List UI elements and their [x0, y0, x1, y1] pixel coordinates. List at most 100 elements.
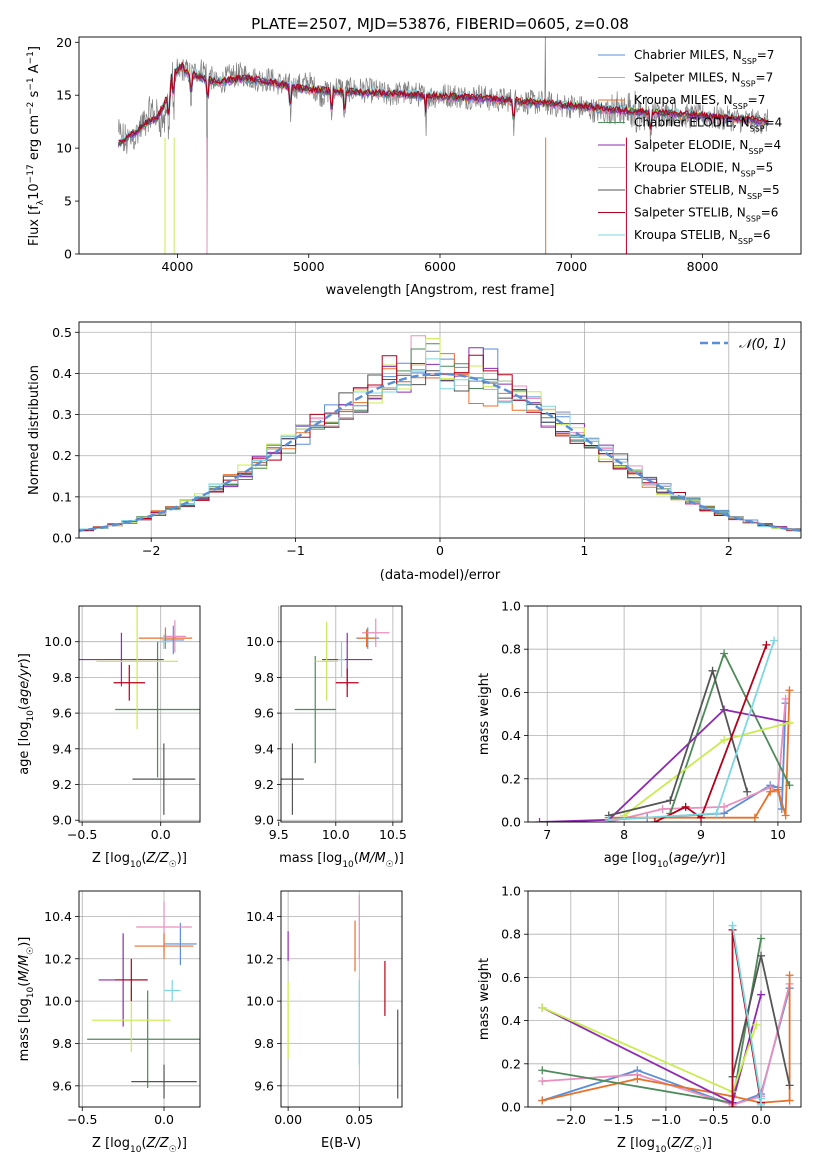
legend-entry: Chabrier ELODIE, NSSP=4	[634, 116, 782, 134]
x-tick-label: 4000	[162, 259, 194, 274]
x-tick-label: 8000	[687, 259, 719, 274]
x-tick-label: 7000	[555, 259, 587, 274]
mass-weight-line	[608, 690, 791, 819]
y-tick-label: 15	[56, 88, 72, 103]
y-tick-label: 9.2	[52, 777, 72, 792]
mass-weight-line	[539, 708, 790, 822]
mass-weight-point	[728, 921, 737, 930]
mass-weight-point	[633, 1074, 642, 1083]
y-tick-label: 9.4	[52, 741, 72, 756]
x-axis-label: (data-model)/error	[380, 568, 501, 583]
y-tick-label: 0.6	[501, 685, 521, 700]
axes-frame	[78, 605, 201, 823]
mass-weight-point	[785, 718, 794, 727]
y-axis-label: mass [log10(M/M☉)]	[17, 937, 36, 1062]
y-axis-label: mass weight	[477, 673, 492, 755]
y-tick-label: 0.5	[52, 325, 72, 340]
panel-spectrum: 4000 5000 6000 7000 8000 0 5 10 15 20 Chabrier MIL…	[26, 35, 802, 298]
mass-weight-line	[654, 644, 768, 822]
panel-residuals: −2 −1 0 1 2 0.0 0.1 0.2 0.3 0.4 0.5 𝒩(0, 1) (data-mo…	[27, 321, 802, 583]
x-tick-label: 0.05	[345, 1112, 373, 1127]
y-tick-label: 0.8	[501, 927, 521, 942]
y-axis-label: Normed distribution	[27, 365, 42, 495]
mass-weight-point	[752, 1020, 761, 1029]
axes-frame	[527, 890, 802, 1108]
observed-spectrum-line	[118, 37, 769, 254]
y-tick-label: 10.0	[44, 634, 72, 649]
x-tick-label: 0.00	[274, 1112, 302, 1127]
axes-frame	[280, 890, 403, 1108]
axes-frame	[78, 36, 802, 255]
mass-weight-point	[785, 686, 794, 695]
y-tick-label: 0.1	[52, 489, 72, 504]
legend-entry: Kroupa MILES, NSSP=7	[634, 93, 765, 111]
mass-weight-point	[650, 818, 659, 822]
plot-area	[87, 901, 200, 1099]
mass-weight-point	[538, 1077, 547, 1086]
mass-weight-point	[757, 934, 766, 943]
mass-weight-point	[785, 1096, 794, 1105]
y-tick-label: 10.2	[246, 951, 274, 966]
legend-entry: Chabrier STELIB, NSSP=5	[634, 183, 780, 201]
x-tick-label: −1.0	[651, 1112, 681, 1127]
mass-weight-point	[757, 990, 766, 999]
x-tick-label: 0.0	[151, 827, 171, 842]
y-tick-label: 9.8	[52, 670, 72, 685]
mass-weight-point	[720, 802, 729, 811]
normal-reference-curve	[79, 372, 801, 533]
x-tick-label: −0.5	[67, 1112, 97, 1127]
x-tick-label: 9	[697, 827, 705, 842]
x-axis-label: Z [log10(Z/Z☉)]	[92, 1136, 187, 1155]
x-tick-label: 1	[580, 543, 588, 558]
x-axis-label: Z [log10(Z/Z☉)]	[617, 1136, 712, 1155]
y-tick-label: 20	[56, 35, 72, 50]
x-axis-label: E(B-V)	[321, 1136, 361, 1151]
mass-weight-point	[781, 811, 790, 820]
legend-entry: Chabrier MILES, NSSP=7	[634, 48, 774, 66]
x-axis-label: mass [log10(M/M☉)]	[279, 851, 404, 870]
mass-weight-point	[750, 813, 759, 822]
x-tick-label: −1.5	[603, 1112, 633, 1127]
y-tick-label: 10	[56, 141, 72, 156]
y-tick-label: 9.6	[254, 1078, 274, 1093]
y-tick-label: 10.4	[246, 909, 274, 924]
y-tick-label: 9.0	[52, 813, 72, 828]
model-spectrum-line	[118, 61, 769, 143]
axes-frame	[78, 321, 802, 539]
mass-weight-point	[757, 1100, 766, 1107]
x-tick-label: 0.0	[154, 1112, 174, 1127]
x-tick-label: 2	[725, 543, 733, 558]
y-tick-label: 0.8	[501, 642, 521, 657]
y-axis-label: mass weight	[477, 958, 492, 1040]
mass-weight-line	[542, 975, 791, 1104]
x-tick-label: −0.5	[698, 1112, 728, 1127]
plot-area	[281, 618, 390, 815]
axes-frame	[78, 890, 201, 1108]
y-tick-label: 9.6	[52, 1078, 72, 1093]
x-tick-label: 0	[436, 543, 444, 558]
mass-weight-point	[666, 796, 675, 805]
panel-massweight-vs-age: 7 8 9 10 0.0 0.2 0.4 0.6 0.8 1.0 age [log10(age/yr…	[477, 599, 802, 870]
mass-weight-line	[608, 640, 775, 821]
y-tick-label: 0.4	[501, 728, 521, 743]
y-tick-label: 0.0	[501, 1100, 521, 1115]
y-tick-label: 0.2	[52, 448, 72, 463]
mass-weight-point	[785, 971, 794, 980]
mass-weight-point	[766, 787, 775, 796]
y-tick-label: 0.2	[501, 1056, 521, 1071]
y-tick-label: 0.2	[501, 771, 521, 786]
mass-weight-point	[708, 666, 717, 675]
mass-weight-point	[728, 1103, 737, 1107]
mass-weight-point	[538, 1066, 547, 1075]
y-tick-label: 10.2	[44, 951, 72, 966]
mass-weight-point	[658, 805, 667, 814]
y-tick-label: 9.0	[254, 813, 274, 828]
y-tick-label: 9.8	[52, 1036, 72, 1051]
legend-entry: Salpeter ELODIE, NSSP=4	[634, 138, 781, 156]
mass-weight-point	[535, 818, 544, 822]
plot-area	[535, 636, 794, 822]
y-tick-label: 10.0	[44, 994, 72, 1009]
plot-area	[117, 37, 769, 254]
y-tick-label: 0.3	[52, 407, 72, 422]
